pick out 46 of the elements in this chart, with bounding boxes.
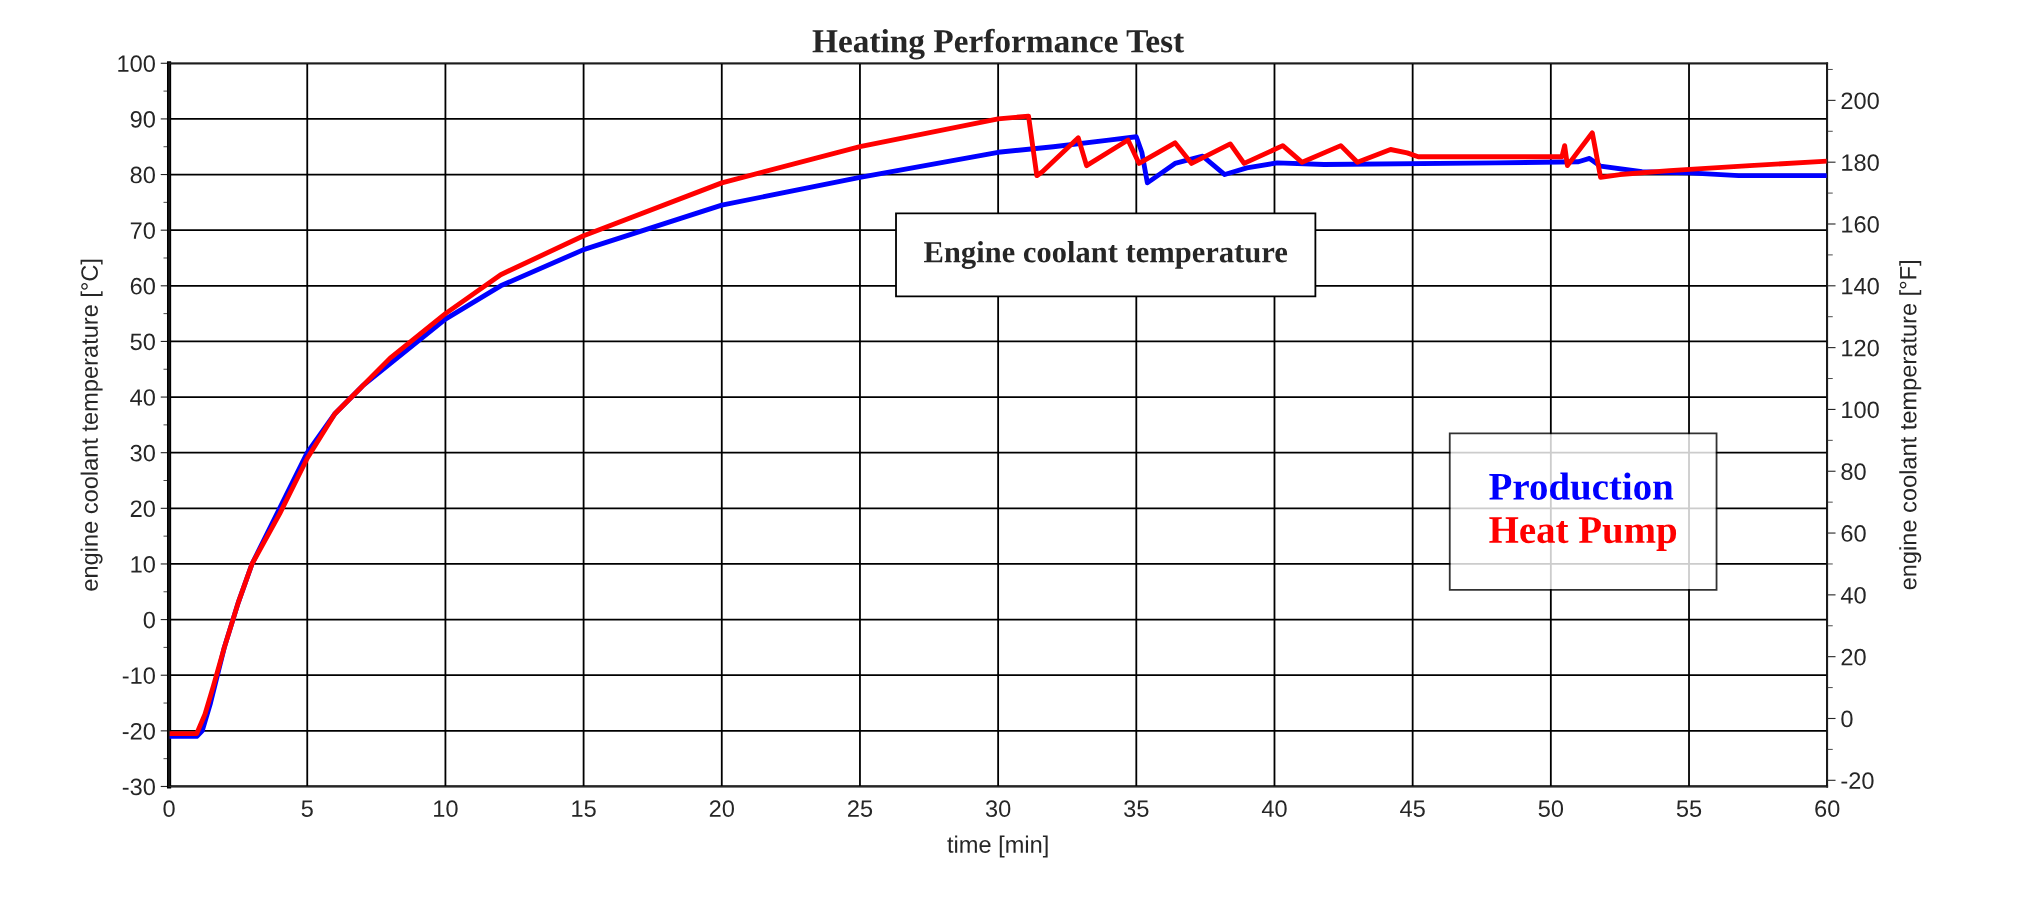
y-tick-label: 70 — [130, 222, 155, 239]
x-tick-label: 55 — [1676, 800, 1702, 818]
y2-tick-label: 180 — [1842, 154, 1879, 171]
y2-tick-label: 40 — [1840, 586, 1866, 604]
x-tick-label: 15 — [572, 800, 596, 818]
x-axis-title: time [min] — [947, 835, 1048, 858]
y2-tick-label: 140 — [1842, 277, 1879, 295]
x-tick-label: 35 — [1124, 800, 1149, 818]
y-axis-title: engine coolant temperature [°C] — [80, 259, 103, 591]
text: Production — [1489, 472, 1674, 500]
x-tick-label: 60 — [1815, 800, 1840, 818]
x-tick-label: 0 — [163, 800, 175, 818]
y-tick-label: 60 — [130, 277, 155, 295]
y-tick-label: 30 — [130, 444, 155, 462]
y-tick-label: 0 — [143, 611, 155, 629]
x-tick-label: 30 — [985, 800, 1011, 818]
y-tick-label: 100 — [118, 55, 155, 73]
x-tick-label: 40 — [1261, 800, 1287, 818]
y2-tick-label: 100 — [1842, 401, 1879, 419]
x-tick-label: 45 — [1400, 800, 1425, 818]
x-tick-label: 5 — [301, 800, 313, 818]
x-tick-label: 25 — [848, 800, 873, 818]
y-tick-label: 80 — [130, 166, 155, 184]
y2-tick-label: 200 — [1841, 92, 1879, 110]
y-tick-label: 10 — [131, 556, 155, 573]
y2-tick-label: 60 — [1841, 525, 1866, 542]
y-tick-label: 90 — [130, 110, 155, 128]
y-tick-label: 50 — [130, 333, 155, 351]
y-tick-label: -20 — [122, 722, 155, 740]
x-tick-label: 50 — [1538, 800, 1564, 818]
y-tick-label: 20 — [130, 500, 155, 518]
y-tick-label: 40 — [130, 389, 155, 406]
chart-title: Heating Performance Test — [812, 28, 1185, 60]
y-tick-label: -30 — [122, 778, 155, 796]
y2-axis-title: engine coolant temperature [°F] — [1899, 261, 1922, 590]
y2-tick-label: 120 — [1842, 339, 1879, 357]
y2-tick-label: -20 — [1841, 772, 1874, 790]
x-tick-label: 20 — [709, 800, 734, 818]
y2-tick-label: 160 — [1842, 216, 1879, 233]
y-tick-label: -10 — [122, 667, 155, 685]
y2-tick-label: 20 — [1841, 648, 1866, 666]
x-tick-label: 10 — [434, 800, 458, 818]
annotation: Engine coolant temperature — [924, 240, 1288, 269]
text: Heat Pump — [1489, 517, 1677, 552]
y2-tick-label: 80 — [1841, 463, 1866, 481]
y2-tick-label: 0 — [1841, 710, 1853, 728]
